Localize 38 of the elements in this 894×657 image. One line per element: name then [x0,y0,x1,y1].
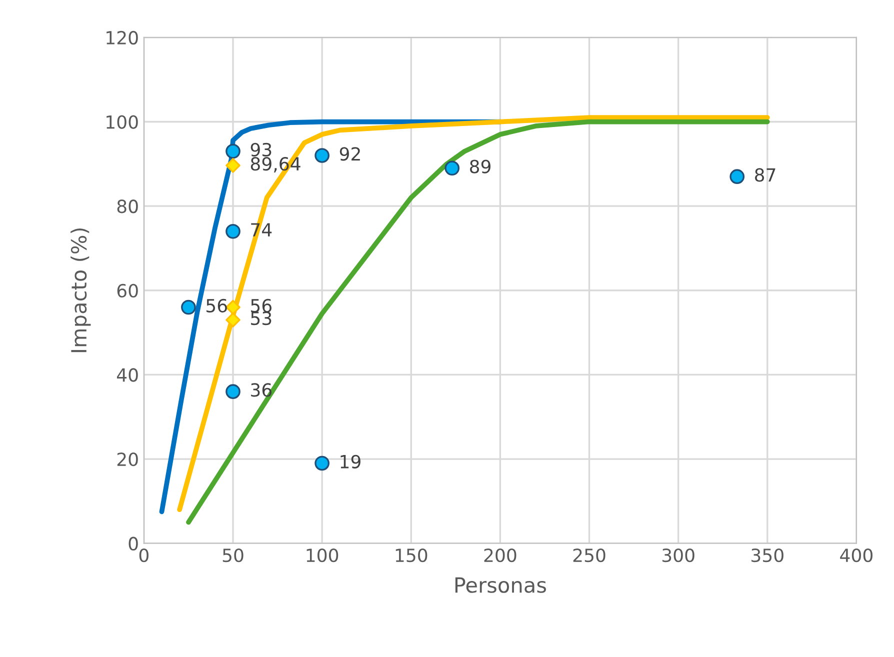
x-tick-label: 250 [573,548,606,562]
y-tick-label: 0 [128,536,138,550]
point [730,169,745,184]
point [226,300,240,315]
data-label: 92 [340,147,360,161]
data-label: 56 [206,298,227,312]
point [314,456,330,471]
x-axis-title: Personas [455,577,546,593]
point [226,384,240,399]
x-tick-label: 150 [396,548,428,562]
point [314,148,330,163]
data-label: 36 [251,383,272,397]
y-axis-title: Impacto (%) [70,228,91,352]
data-label: 53 [251,311,272,326]
y-tick-label: 80 [117,200,138,214]
point [226,158,240,173]
point [444,160,460,176]
y-tick-label: 60 [117,284,138,298]
point [226,312,240,328]
y-tick-label: 100 [106,115,138,129]
point [226,144,240,159]
x-tick-label: 300 [662,548,694,562]
data-label: 93 [250,142,272,157]
point [181,300,196,315]
y-tick-label: 20 [117,452,138,466]
x-tick-label: 200 [484,548,516,562]
y-tick-label: 40 [116,368,138,382]
x-tick-label: 100 [306,548,338,562]
data-label: 87 [754,168,776,182]
x-tick-label: 0 [139,548,148,562]
data-label: 89 [470,160,490,174]
x-tick-label: 400 [840,548,872,562]
data-label: 19 [340,454,360,468]
x-tick-label: 50 [222,548,244,562]
y-tick-label: 120 [106,30,138,45]
point [226,224,240,239]
data-label: 56 [251,298,272,312]
x-tick-label: 350 [752,548,784,562]
